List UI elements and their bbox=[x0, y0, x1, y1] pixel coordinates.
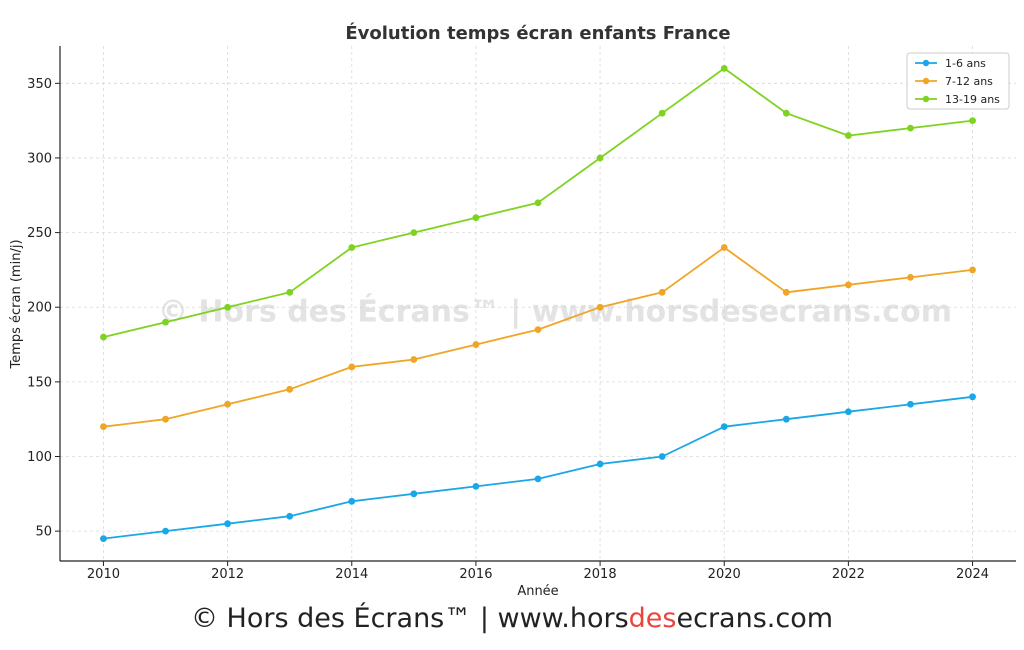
legend-marker bbox=[922, 95, 930, 103]
data-point bbox=[907, 124, 914, 132]
footer-prefix: © Hors des Écrans™ | www.hors bbox=[190, 603, 629, 634]
data-point bbox=[907, 273, 914, 281]
y-tick-label: 150 bbox=[27, 375, 52, 390]
legend-label: 7-12 ans bbox=[945, 75, 993, 88]
data-point bbox=[534, 326, 542, 334]
data-point bbox=[100, 423, 107, 431]
legend-marker bbox=[922, 77, 930, 85]
x-tick-label: 2014 bbox=[335, 567, 368, 582]
y-axis-label: Temps écran (min/j) bbox=[9, 239, 24, 369]
data-point bbox=[410, 490, 418, 498]
line-chart: © Hors des Écrans™ | www.horsdesecrans.c… bbox=[9, 22, 1016, 599]
data-point bbox=[100, 333, 107, 341]
series-1-6-ans bbox=[100, 393, 976, 543]
data-point bbox=[596, 303, 604, 311]
y-tick-label: 350 bbox=[27, 77, 52, 92]
y-tick-label: 300 bbox=[27, 151, 52, 166]
legend: 1-6 ans 7-12 ans 13-19 ans bbox=[906, 52, 1010, 110]
footer-copyright: © Hors des Écrans™ | www.horsdesecrans.c… bbox=[0, 603, 1024, 634]
data-point bbox=[782, 415, 790, 423]
y-tick-label: 200 bbox=[27, 301, 52, 316]
data-point bbox=[286, 288, 294, 296]
data-point bbox=[162, 527, 169, 535]
data-point bbox=[782, 109, 790, 117]
data-point bbox=[658, 109, 666, 117]
data-point bbox=[720, 423, 728, 431]
axes bbox=[59, 46, 1016, 562]
data-point bbox=[348, 497, 356, 505]
data-point bbox=[410, 229, 418, 236]
legend-label: 13-19 ans bbox=[945, 93, 1000, 106]
series-lines bbox=[100, 64, 976, 543]
legend-label: 1-6 ans bbox=[945, 57, 986, 70]
data-point bbox=[534, 475, 542, 483]
data-point bbox=[534, 199, 542, 207]
grid bbox=[60, 46, 1016, 561]
series-line bbox=[103, 246, 973, 428]
data-point bbox=[224, 520, 232, 528]
data-point bbox=[286, 512, 294, 520]
data-point bbox=[969, 393, 976, 401]
data-point bbox=[596, 460, 604, 468]
ticks: 2010 2012 2014 2016 2018 2020 2022 2024 50 100 150… bbox=[27, 77, 989, 582]
chart-title: Évolution temps écran enfants France bbox=[345, 22, 730, 44]
data-point bbox=[286, 385, 294, 393]
series-line bbox=[103, 395, 973, 540]
x-axis-label: Année bbox=[517, 584, 558, 599]
data-point bbox=[162, 415, 169, 423]
data-point bbox=[348, 363, 356, 371]
x-tick-label: 2024 bbox=[956, 567, 989, 582]
x-tick-label: 2012 bbox=[211, 567, 244, 582]
y-tick-label: 50 bbox=[35, 525, 52, 540]
x-tick-label: 2018 bbox=[584, 567, 617, 582]
data-point bbox=[224, 303, 232, 311]
data-point bbox=[844, 281, 852, 289]
series-13-19-ans bbox=[100, 64, 976, 341]
data-point bbox=[348, 244, 356, 251]
x-tick-label: 2020 bbox=[708, 567, 741, 582]
x-tick-label: 2022 bbox=[832, 567, 865, 582]
data-point bbox=[224, 400, 232, 408]
footer-suffix: ecrans.com bbox=[676, 603, 834, 634]
footer-accent: des bbox=[628, 603, 677, 634]
data-point bbox=[596, 154, 604, 162]
data-point bbox=[472, 482, 480, 490]
series-7-12-ans bbox=[100, 244, 976, 431]
x-tick-label: 2016 bbox=[459, 567, 492, 582]
data-point bbox=[907, 400, 914, 408]
data-point bbox=[658, 288, 666, 296]
data-point bbox=[410, 356, 418, 363]
data-point bbox=[472, 214, 480, 222]
data-point bbox=[969, 266, 976, 274]
data-point bbox=[969, 117, 976, 125]
data-point bbox=[658, 453, 666, 460]
data-point bbox=[720, 64, 728, 72]
data-point bbox=[782, 288, 790, 296]
data-point bbox=[472, 341, 480, 348]
legend-marker bbox=[922, 59, 930, 67]
x-tick-label: 2010 bbox=[87, 567, 120, 582]
data-point bbox=[844, 132, 852, 139]
y-tick-label: 250 bbox=[27, 226, 52, 241]
legend-frame bbox=[906, 52, 1010, 110]
data-point bbox=[844, 408, 852, 416]
data-point bbox=[100, 535, 107, 543]
y-tick-label: 100 bbox=[27, 450, 52, 465]
data-point bbox=[720, 244, 728, 251]
data-point bbox=[162, 318, 169, 326]
